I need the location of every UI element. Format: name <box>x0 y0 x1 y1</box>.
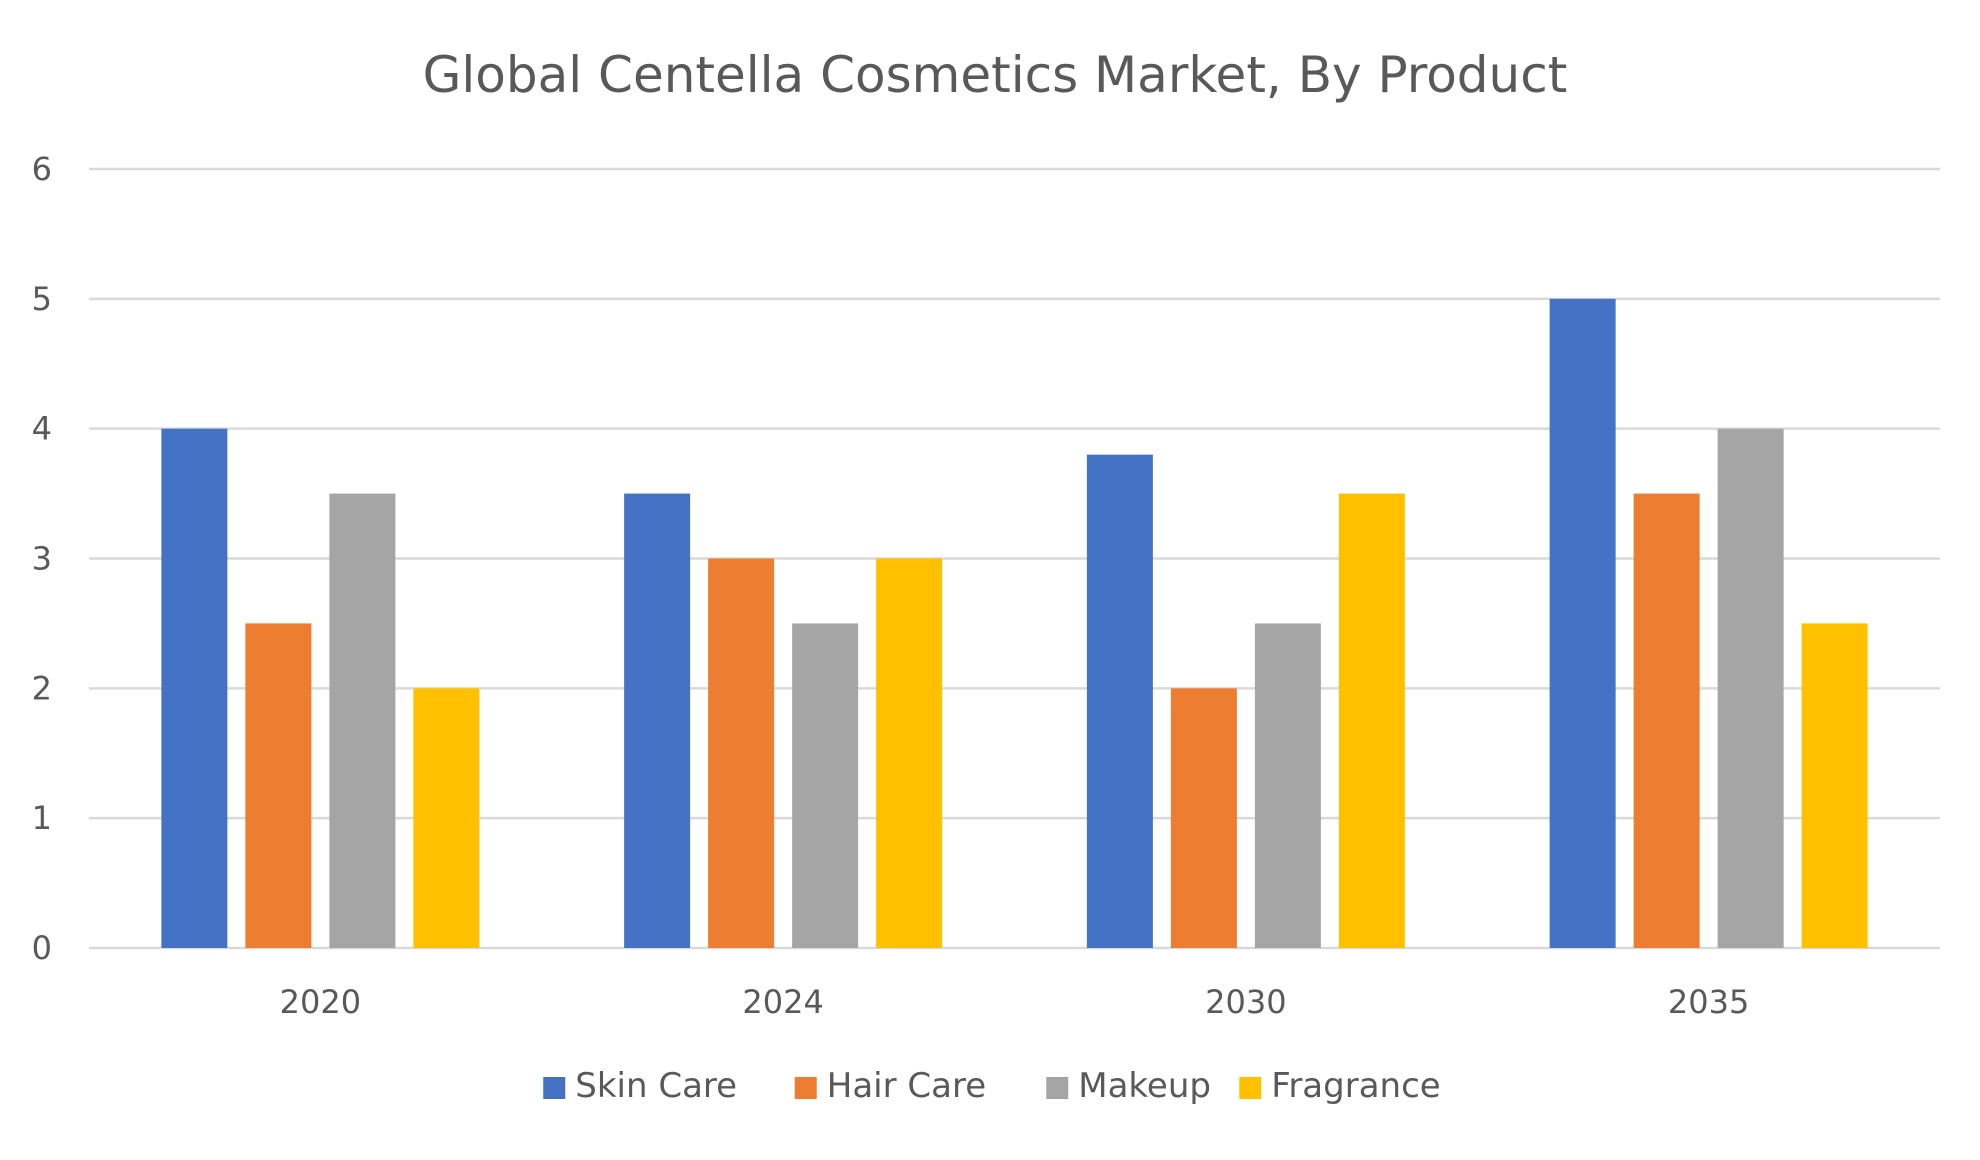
x-tick-label: 2020 <box>280 983 361 1021</box>
bar-skin-care-2024 <box>624 493 691 948</box>
bar-skin-care-2030 <box>1086 454 1153 948</box>
chart-title: Global Centella Cosmetics Market, By Pro… <box>423 46 1568 104</box>
y-tick-label: 4 <box>32 410 52 448</box>
y-tick-label: 6 <box>32 150 52 188</box>
x-tick-label: 2024 <box>742 983 823 1021</box>
bar-fragrance-2020 <box>413 688 480 948</box>
legend-item-makeup: Makeup <box>1046 1066 1211 1106</box>
bar-makeup-2020 <box>329 493 396 948</box>
bar-makeup-2030 <box>1254 623 1321 948</box>
bar-fragrance-2024 <box>876 558 943 948</box>
x-tick-label: 2030 <box>1205 983 1286 1021</box>
legend-label: Fragrance <box>1271 1066 1440 1106</box>
bar-skin-care-2020 <box>161 428 228 949</box>
legend-item-fragrance: Fragrance <box>1239 1066 1441 1106</box>
bar-hair-care-2020 <box>245 623 312 948</box>
x-axis-ticks: 2020 2024 2030 2035 <box>280 983 1750 1021</box>
y-tick-label: 2 <box>32 669 52 707</box>
legend-label: Skin Care <box>575 1066 737 1106</box>
y-tick-label: 5 <box>32 280 52 318</box>
bar-fragrance-2030 <box>1338 493 1405 948</box>
legend: Skin Care Hair Care Makeup Fragrance <box>543 1066 1441 1106</box>
legend-item-hair-care: Hair Care <box>794 1066 986 1106</box>
bar-hair-care-2024 <box>708 558 775 948</box>
legend-item-skin-care: Skin Care <box>543 1066 737 1106</box>
y-tick-label: 1 <box>32 799 52 837</box>
y-tick-label: 3 <box>32 540 52 578</box>
bar-skin-care-2035 <box>1549 298 1616 948</box>
bar-hair-care-2030 <box>1170 688 1237 948</box>
x-tick-label: 2035 <box>1668 983 1749 1021</box>
legend-swatch <box>1046 1077 1069 1099</box>
bars <box>161 298 1868 949</box>
bar-fragrance-2035 <box>1801 623 1868 948</box>
legend-swatch <box>794 1077 817 1099</box>
gridlines <box>89 167 1940 950</box>
legend-swatch <box>1239 1077 1262 1099</box>
legend-label: Makeup <box>1078 1066 1211 1106</box>
legend-label: Hair Care <box>827 1066 986 1106</box>
bar-hair-care-2035 <box>1633 493 1700 948</box>
legend-swatch <box>543 1077 566 1099</box>
bar-makeup-2035 <box>1717 428 1784 949</box>
y-tick-label: 0 <box>32 929 52 967</box>
bar-makeup-2024 <box>792 623 859 948</box>
y-axis-ticks: 0 1 2 3 4 5 6 <box>32 150 52 967</box>
